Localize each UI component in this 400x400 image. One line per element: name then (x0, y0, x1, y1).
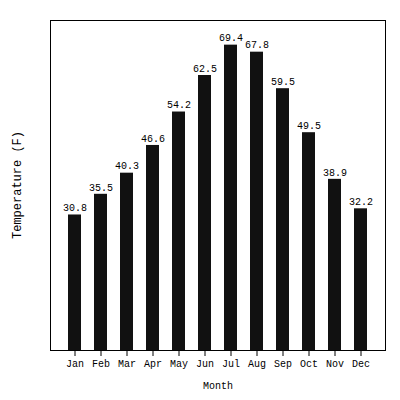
svg-text:Jun: Jun (196, 359, 214, 370)
svg-text:Sep: Sep (274, 359, 292, 370)
svg-text:Aug: Aug (248, 359, 266, 370)
svg-text:Oct: Oct (300, 359, 318, 370)
svg-text:40.3: 40.3 (115, 161, 139, 172)
svg-text:Temperature (F): Temperature (F) (11, 131, 25, 239)
svg-text:59.5: 59.5 (271, 77, 295, 88)
svg-text:67.8: 67.8 (245, 40, 269, 51)
svg-text:54.2: 54.2 (167, 100, 191, 111)
svg-text:Apr: Apr (144, 359, 162, 370)
svg-text:32.2: 32.2 (349, 197, 373, 208)
svg-text:Feb: Feb (92, 359, 110, 370)
svg-text:Month: Month (203, 381, 233, 392)
svg-text:62.5: 62.5 (193, 64, 217, 75)
svg-text:30.8: 30.8 (63, 203, 87, 214)
svg-text:69.4: 69.4 (219, 33, 243, 44)
svg-text:46.6: 46.6 (141, 134, 165, 145)
svg-text:49.5: 49.5 (297, 121, 321, 132)
svg-text:Nov: Nov (326, 359, 344, 370)
svg-text:Jan: Jan (66, 359, 84, 370)
svg-text:Mar: Mar (118, 359, 136, 370)
svg-text:Jul: Jul (222, 359, 240, 370)
svg-text:Dec: Dec (352, 359, 370, 370)
svg-text:May: May (170, 359, 188, 370)
svg-text:35.5: 35.5 (89, 183, 113, 194)
svg-text:38.9: 38.9 (323, 168, 347, 179)
